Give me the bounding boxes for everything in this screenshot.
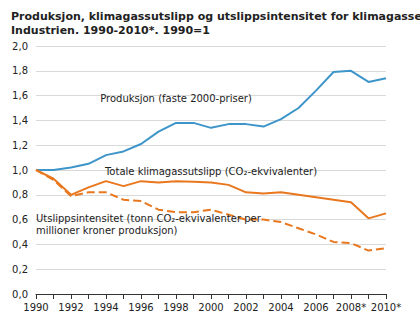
svg-text:0,0: 0,0: [12, 289, 28, 300]
svg-text:1,6: 1,6: [12, 90, 28, 101]
svg-text:0,6: 0,6: [12, 214, 28, 225]
svg-text:Industrien. 1990-2010*. 1990=1: Industrien. 1990-2010*. 1990=1: [11, 24, 210, 37]
svg-text:2000: 2000: [198, 302, 223, 313]
svg-text:1,4: 1,4: [12, 115, 28, 126]
svg-text:2004: 2004: [268, 302, 293, 313]
svg-text:1996: 1996: [128, 302, 153, 313]
svg-text:Produksjon (faste 2000-priser): Produksjon (faste 2000-priser): [100, 93, 252, 104]
svg-text:2010*: 2010*: [371, 302, 401, 313]
svg-text:1990: 1990: [23, 302, 48, 313]
svg-text:1994: 1994: [93, 302, 118, 313]
svg-text:1,2: 1,2: [12, 140, 28, 151]
svg-text:0,2: 0,2: [12, 264, 28, 275]
svg-text:Utslippsintensitet (tonn CO₂-e: Utslippsintensitet (tonn CO₂-ekvivalente…: [36, 213, 262, 224]
svg-text:1,8: 1,8: [12, 65, 28, 76]
svg-text:1998: 1998: [163, 302, 188, 313]
svg-text:2,0: 2,0: [12, 41, 28, 52]
svg-text:2002: 2002: [233, 302, 258, 313]
svg-text:2006: 2006: [303, 302, 328, 313]
svg-text:0,4: 0,4: [12, 239, 28, 250]
svg-text:Produksjon, klimagassutslipp o: Produksjon, klimagassutslipp og utslipps…: [11, 10, 420, 23]
svg-text:Totale klimagassutslipp (CO₂-e: Totale klimagassutslipp (CO₂-ekvivalente…: [104, 166, 317, 177]
svg-text:millioner kroner produksjon): millioner kroner produksjon): [36, 225, 178, 236]
svg-text:2008*: 2008*: [336, 302, 366, 313]
svg-text:1,0: 1,0: [12, 165, 28, 176]
svg-text:1992: 1992: [58, 302, 83, 313]
svg-text:0,8: 0,8: [12, 189, 28, 200]
